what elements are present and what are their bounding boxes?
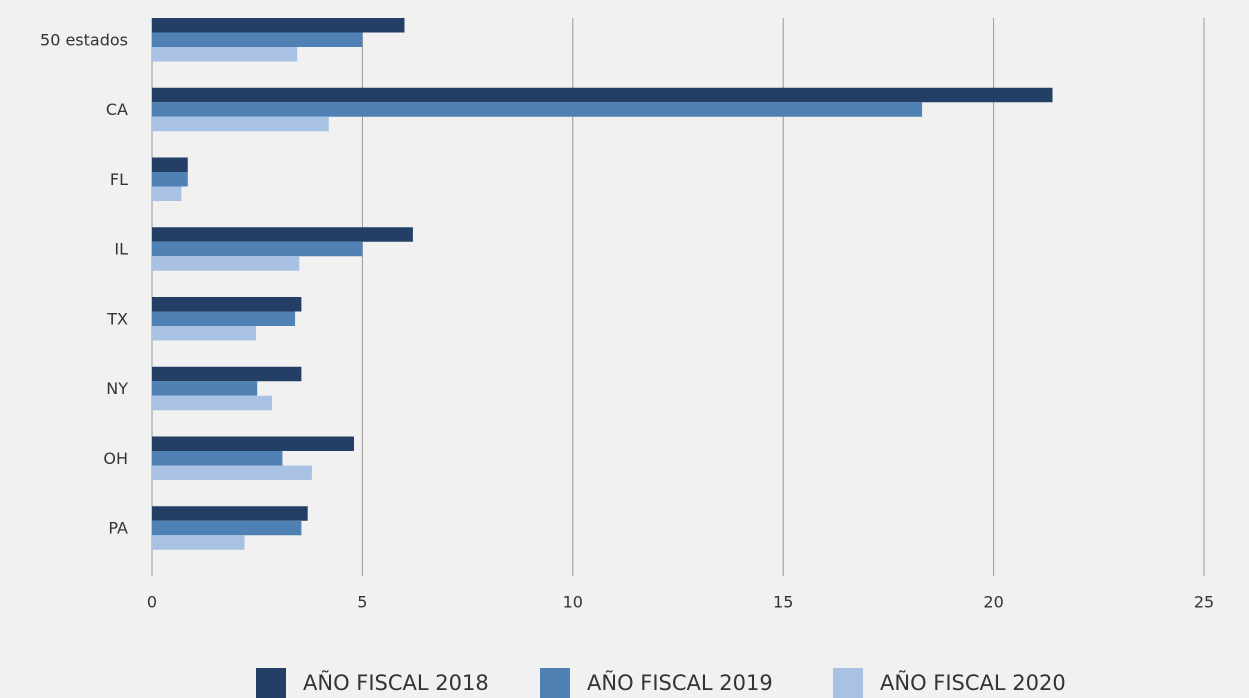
x-tick-label: 15 xyxy=(773,593,793,612)
bar xyxy=(152,186,182,201)
legend-swatch xyxy=(540,668,570,698)
bar xyxy=(152,32,363,47)
bar xyxy=(152,436,354,451)
bar xyxy=(152,297,302,312)
y-tick-label: NY xyxy=(106,379,128,398)
bar xyxy=(152,535,245,550)
y-tick-label: 50 estados xyxy=(40,30,128,49)
bar xyxy=(152,47,298,62)
bar xyxy=(152,366,302,382)
x-tick-label: 10 xyxy=(563,593,583,612)
bar xyxy=(152,256,300,271)
bar xyxy=(152,87,1053,103)
bar xyxy=(152,311,296,326)
bar xyxy=(152,227,413,242)
y-tick-label: FL xyxy=(110,170,128,189)
bar xyxy=(152,241,363,257)
x-tick-label: 5 xyxy=(357,593,367,612)
bar xyxy=(152,465,312,480)
bar xyxy=(152,116,329,132)
bar xyxy=(152,157,188,172)
bar xyxy=(152,381,258,396)
legend-swatch xyxy=(256,668,286,698)
x-tick-label: 25 xyxy=(1194,593,1214,612)
y-tick-label: PA xyxy=(108,519,128,538)
bar xyxy=(152,172,188,187)
bar xyxy=(152,18,405,33)
bar xyxy=(152,451,283,466)
y-tick-label: OH xyxy=(103,449,128,468)
bar xyxy=(152,395,272,411)
y-tick-label: TX xyxy=(106,309,128,328)
x-tick-label: 0 xyxy=(147,593,157,612)
y-tick-label: IL xyxy=(114,240,128,259)
y-tick-label: CA xyxy=(106,100,128,119)
bar xyxy=(152,326,256,341)
legend-label: AÑO FISCAL 2018 xyxy=(303,669,489,695)
bar xyxy=(152,102,923,117)
x-tick-label: 20 xyxy=(983,593,1003,612)
legend-swatch xyxy=(833,668,863,698)
bar xyxy=(152,506,308,521)
bar xyxy=(152,520,302,536)
legend-label: AÑO FISCAL 2020 xyxy=(880,669,1066,695)
legend-label: AÑO FISCAL 2019 xyxy=(587,669,773,695)
